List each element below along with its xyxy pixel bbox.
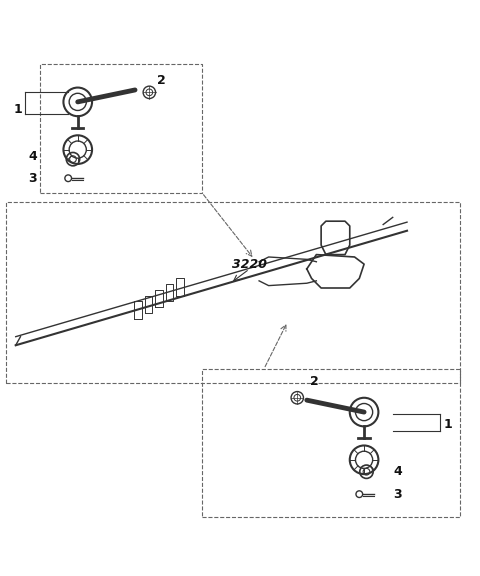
Text: 4: 4 (393, 465, 402, 478)
Text: 4: 4 (28, 150, 37, 163)
Text: 3: 3 (28, 172, 37, 185)
Text: 2: 2 (310, 374, 318, 388)
Polygon shape (307, 255, 364, 288)
Text: 1: 1 (14, 103, 23, 116)
Text: 3220: 3220 (232, 257, 267, 271)
Text: 3: 3 (393, 488, 402, 501)
Text: 1: 1 (443, 418, 452, 430)
Polygon shape (321, 221, 350, 255)
Text: 2: 2 (157, 74, 166, 87)
